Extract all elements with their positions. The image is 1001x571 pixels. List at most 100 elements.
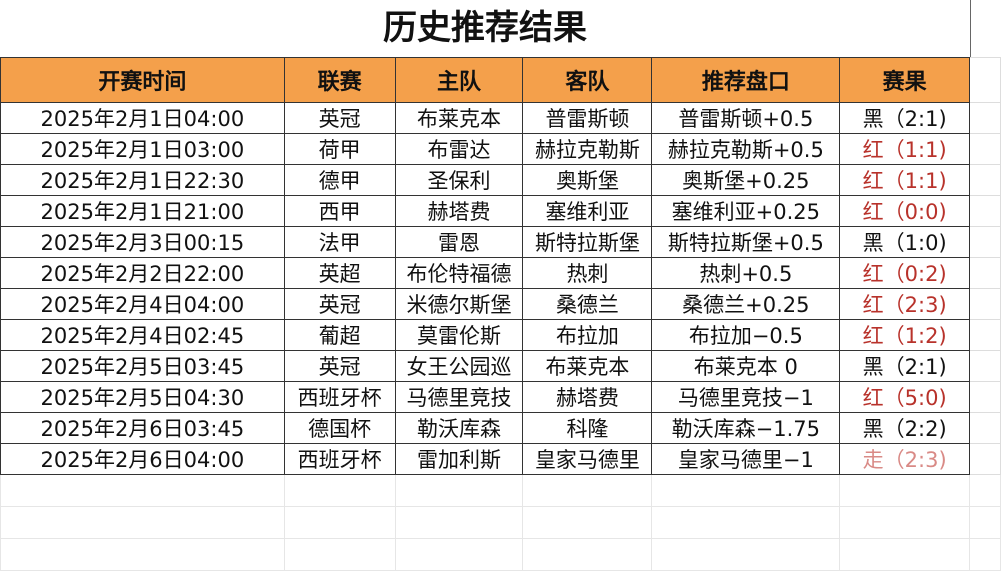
cell-pick[interactable]: 皇家马德里−1 (651, 443, 841, 475)
cell-pick[interactable]: 勒沃库森−1.75 (651, 412, 841, 444)
empty-cell[interactable] (969, 474, 1001, 507)
header-away[interactable]: 客队 (522, 57, 653, 103)
cell-time[interactable]: 2025年2月4日02:45 (0, 319, 285, 351)
cell-result[interactable]: 走（2:3) (839, 443, 971, 475)
cell-away[interactable]: 布拉加 (522, 319, 653, 351)
cell-result[interactable]: 红（2:3) (839, 288, 971, 320)
empty-cell[interactable] (522, 538, 653, 571)
cell-result[interactable]: 黑（2:1) (839, 350, 971, 382)
empty-cell[interactable] (839, 538, 971, 571)
empty-cell[interactable] (522, 474, 653, 507)
empty-cell[interactable] (969, 538, 1001, 571)
cell-away[interactable]: 普雷斯顿 (522, 102, 653, 134)
empty-cell[interactable] (839, 474, 971, 507)
empty-cell[interactable] (394, 506, 524, 539)
cell-pick[interactable]: 热刺+0.5 (651, 257, 841, 289)
cell-pick[interactable]: 奥斯堡+0.25 (651, 164, 841, 196)
cell-time[interactable]: 2025年2月4日04:00 (0, 288, 285, 320)
cell-result[interactable]: 红（1:2) (839, 319, 971, 351)
empty-cell[interactable] (651, 538, 841, 571)
cell-pick[interactable]: 赫拉克勒斯+0.5 (651, 133, 841, 165)
cell-time[interactable]: 2025年2月1日04:00 (0, 102, 285, 134)
cell-result[interactable]: 红（1:1) (839, 164, 971, 196)
cell-time[interactable]: 2025年2月2日22:00 (0, 257, 285, 289)
empty-cell[interactable] (969, 288, 1001, 320)
empty-cell[interactable] (969, 381, 1001, 413)
empty-cell[interactable] (969, 506, 1001, 539)
header-pick[interactable]: 推荐盘口 (651, 57, 841, 103)
empty-cell[interactable] (283, 538, 396, 571)
empty-cell[interactable] (969, 102, 1001, 134)
cell-home[interactable]: 勒沃库森 (394, 412, 524, 444)
cell-home[interactable]: 莫雷伦斯 (394, 319, 524, 351)
cell-result[interactable]: 黑（2:2) (839, 412, 971, 444)
cell-away[interactable]: 皇家马德里 (522, 443, 653, 475)
header-result[interactable]: 赛果 (839, 57, 971, 103)
cell-home[interactable]: 米德尔斯堡 (394, 288, 524, 320)
empty-cell[interactable] (969, 57, 1001, 103)
cell-time[interactable]: 2025年2月1日21:00 (0, 195, 285, 227)
cell-league[interactable]: 英超 (283, 257, 396, 289)
cell-away[interactable]: 赫拉克勒斯 (522, 133, 653, 165)
cell-time[interactable]: 2025年2月1日03:00 (0, 133, 285, 165)
cell-home[interactable]: 圣保利 (394, 164, 524, 196)
cell-home[interactable]: 布伦特福德 (394, 257, 524, 289)
cell-league[interactable]: 荷甲 (283, 133, 396, 165)
header-home[interactable]: 主队 (394, 57, 524, 103)
cell-away[interactable]: 斯特拉斯堡 (522, 226, 653, 258)
cell-away[interactable]: 布莱克本 (522, 350, 653, 382)
cell-away[interactable]: 科隆 (522, 412, 653, 444)
cell-pick[interactable]: 布拉加−0.5 (651, 319, 841, 351)
empty-cell[interactable] (969, 226, 1001, 258)
empty-cell[interactable] (394, 474, 524, 507)
empty-cell[interactable] (0, 538, 285, 571)
cell-away[interactable]: 赫塔费 (522, 381, 653, 413)
empty-cell[interactable] (969, 412, 1001, 444)
cell-league[interactable]: 西甲 (283, 195, 396, 227)
empty-cell[interactable] (969, 133, 1001, 165)
cell-league[interactable]: 德甲 (283, 164, 396, 196)
cell-away[interactable]: 桑德兰 (522, 288, 653, 320)
cell-home[interactable]: 布莱克本 (394, 102, 524, 134)
empty-cell[interactable] (283, 506, 396, 539)
cell-home[interactable]: 雷加利斯 (394, 443, 524, 475)
cell-away[interactable]: 热刺 (522, 257, 653, 289)
empty-cell[interactable] (969, 195, 1001, 227)
empty-cell[interactable] (839, 506, 971, 539)
cell-pick[interactable]: 塞维利亚+0.25 (651, 195, 841, 227)
empty-cell[interactable] (283, 474, 396, 507)
cell-result[interactable]: 黑（1:0) (839, 226, 971, 258)
cell-league[interactable]: 法甲 (283, 226, 396, 258)
header-time[interactable]: 开赛时间 (0, 57, 285, 103)
cell-time[interactable]: 2025年2月5日04:30 (0, 381, 285, 413)
cell-league[interactable]: 英冠 (283, 350, 396, 382)
cell-league[interactable]: 英冠 (283, 102, 396, 134)
cell-home[interactable]: 女王公园巡 (394, 350, 524, 382)
empty-cell[interactable] (0, 474, 285, 507)
cell-pick[interactable]: 普雷斯顿+0.5 (651, 102, 841, 134)
cell-time[interactable]: 2025年2月3日00:15 (0, 226, 285, 258)
cell-time[interactable]: 2025年2月5日03:45 (0, 350, 285, 382)
cell-home[interactable]: 雷恩 (394, 226, 524, 258)
cell-league[interactable]: 英冠 (283, 288, 396, 320)
cell-league[interactable]: 西班牙杯 (283, 381, 396, 413)
empty-cell[interactable] (969, 350, 1001, 382)
empty-cell[interactable] (969, 443, 1001, 475)
cell-time[interactable]: 2025年2月6日04:00 (0, 443, 285, 475)
cell-pick[interactable]: 布莱克本 0 (651, 350, 841, 382)
empty-cell[interactable] (0, 506, 285, 539)
empty-cell[interactable] (522, 506, 653, 539)
cell-league[interactable]: 葡超 (283, 319, 396, 351)
cell-pick[interactable]: 桑德兰+0.25 (651, 288, 841, 320)
cell-league[interactable]: 德国杯 (283, 412, 396, 444)
cell-result[interactable]: 红（1:1) (839, 133, 971, 165)
empty-cell[interactable] (651, 474, 841, 507)
empty-cell[interactable] (969, 257, 1001, 289)
cell-result[interactable]: 红（5:0) (839, 381, 971, 413)
cell-home[interactable]: 赫塔费 (394, 195, 524, 227)
cell-result[interactable]: 黑（2:1) (839, 102, 971, 134)
cell-result[interactable]: 红（0:2) (839, 257, 971, 289)
header-league[interactable]: 联赛 (283, 57, 396, 103)
cell-home[interactable]: 布雷达 (394, 133, 524, 165)
empty-cell[interactable] (651, 506, 841, 539)
